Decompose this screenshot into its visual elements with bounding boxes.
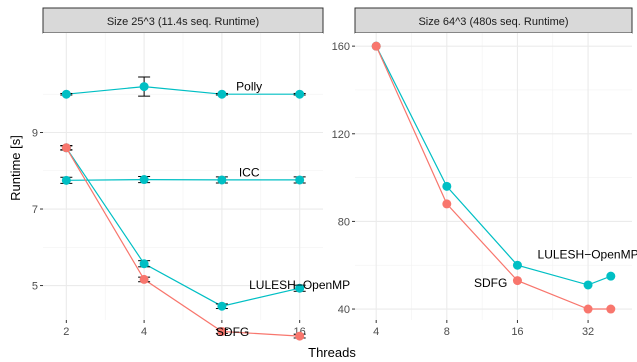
panel-title: Size 64^3 (480s seq. Runtime) [418, 16, 568, 28]
series-label: SDFG [474, 276, 507, 290]
y-tick-label: 7 [32, 204, 38, 216]
data-point [61, 175, 71, 185]
data-point [512, 276, 522, 286]
series-line [65, 147, 300, 307]
data-point [139, 274, 149, 284]
data-point [61, 89, 71, 99]
y-tick-label: 9 [32, 127, 38, 139]
series-label: Polly [236, 80, 262, 94]
series-label: SDFG [216, 325, 249, 339]
y-axis-title: Runtime [s] [8, 135, 23, 201]
panel-2: Size 64^3 (480s seq. Runtime) 40 80 120 160 4… [332, 7, 637, 338]
x-tick-label: 2 [63, 326, 69, 338]
data-point [139, 82, 149, 92]
data-point [217, 89, 227, 99]
panel-title: Size 25^3 (11.4s seq. Runtime) [107, 16, 259, 28]
y-tick-label: 40 [338, 304, 350, 316]
data-point [512, 260, 522, 270]
series-line [66, 178, 300, 181]
y-tick-label: 5 [32, 281, 38, 293]
panel-1: Size 25^3 (11.4s seq. Runtime)57924816Po… [32, 7, 350, 341]
y-tick-label: 160 [332, 41, 350, 53]
data-point [295, 331, 305, 341]
data-point [217, 175, 227, 185]
data-point [295, 283, 305, 293]
series-line [65, 147, 300, 337]
series-lulesh-openmp [60, 143, 306, 311]
data-point [139, 175, 149, 185]
x-tick-label: 16 [511, 326, 523, 338]
data-point [217, 326, 227, 336]
series-label: ICC [239, 166, 260, 180]
data-point [295, 89, 305, 99]
data-point [583, 280, 593, 290]
data-point [606, 271, 616, 281]
series-label: LULESH−OpenMP [249, 278, 350, 292]
plot-area [355, 33, 632, 320]
x-tick-label: 8 [444, 326, 450, 338]
x-axis-title: Threads [308, 345, 356, 360]
series-sdfg [60, 143, 306, 341]
series-label: LULESH−OpenMP [538, 247, 637, 261]
data-point [61, 143, 71, 153]
data-point [371, 41, 381, 51]
series-polly [60, 76, 306, 99]
data-point [442, 181, 452, 191]
series-line [66, 85, 300, 95]
y-tick-label: 120 [332, 129, 350, 141]
data-point [606, 304, 616, 314]
x-tick-label: 32 [582, 326, 594, 338]
panel-strip [42, 7, 324, 34]
x-tick-label: 4 [373, 326, 379, 338]
y-tick-label: 80 [338, 216, 350, 228]
data-point [583, 304, 593, 314]
series-icc [60, 175, 306, 185]
data-point [139, 259, 149, 269]
data-point [442, 199, 452, 209]
x-tick-label: 4 [141, 326, 147, 338]
data-point [295, 175, 305, 185]
panel-strip [354, 7, 633, 34]
data-point [217, 301, 227, 311]
series-sdfg [371, 41, 616, 314]
